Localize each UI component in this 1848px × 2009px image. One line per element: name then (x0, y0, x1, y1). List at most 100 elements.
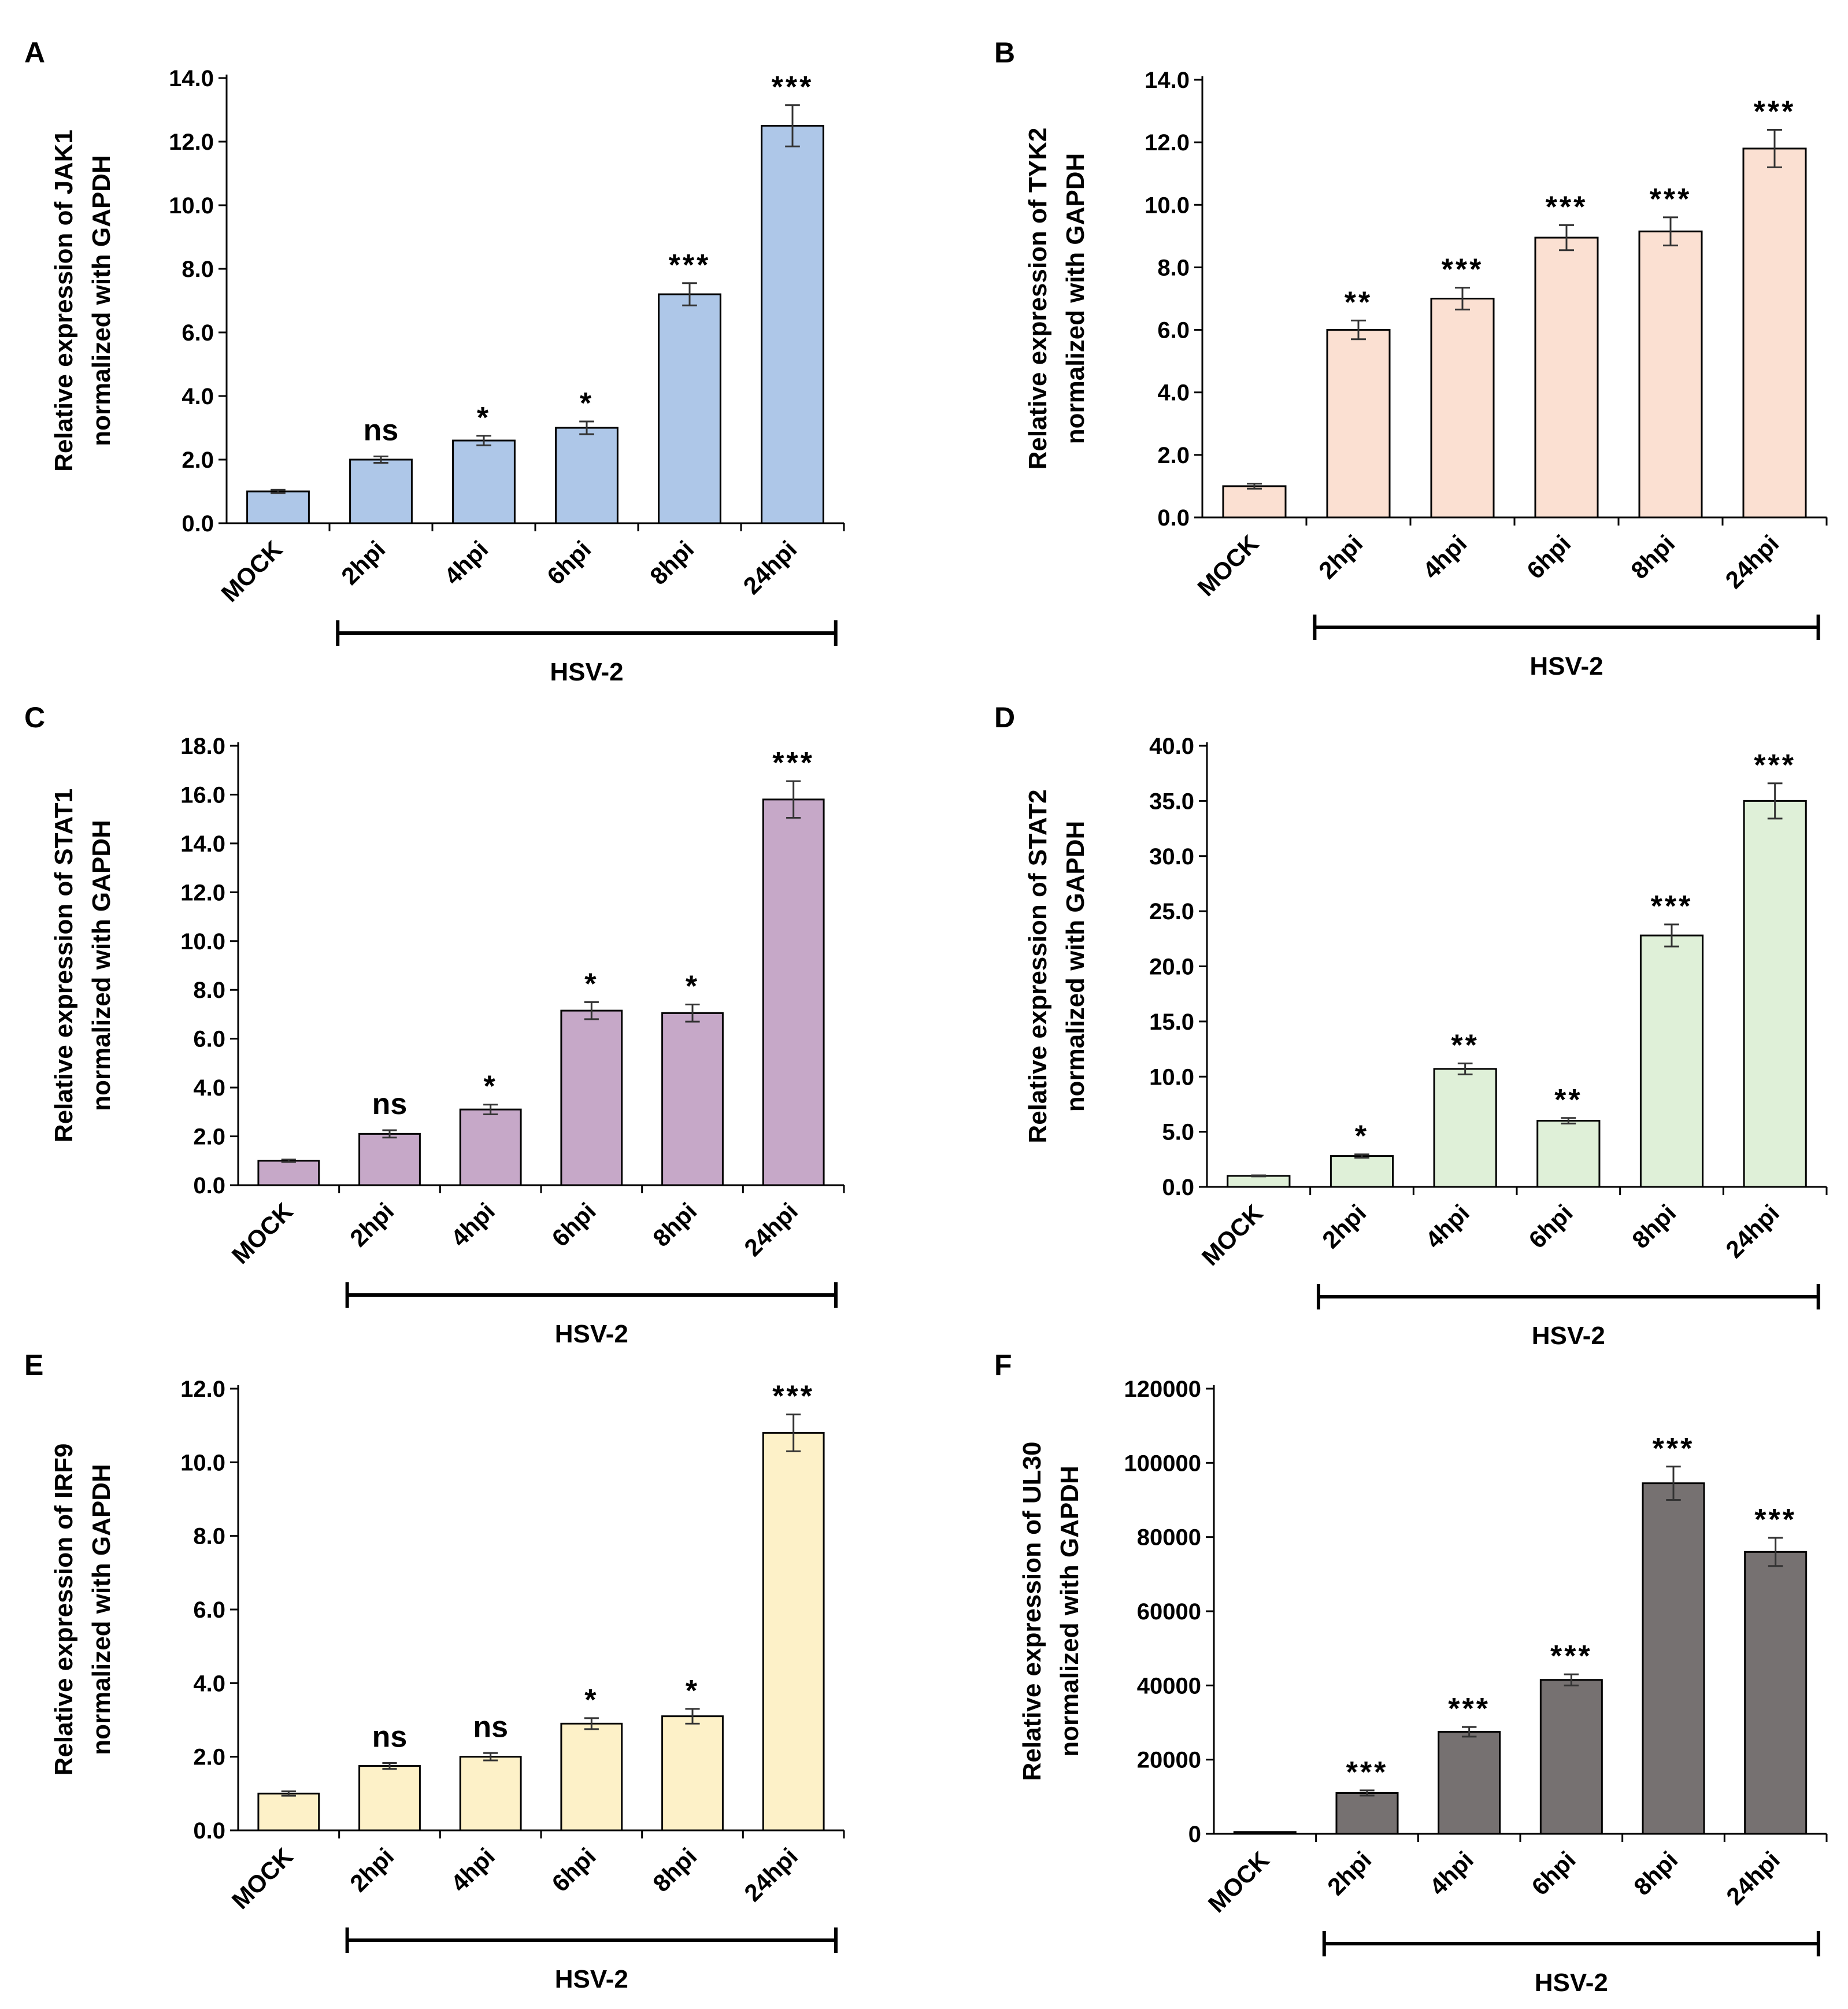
y-tick-label: 20.0 (1149, 954, 1194, 980)
group-label: HSV-2 (555, 1320, 628, 1348)
y-tick-label: 8.0 (1157, 255, 1190, 280)
y-tick-label: 2.0 (1157, 443, 1190, 468)
y-tick-label: 10.0 (180, 1450, 225, 1475)
y-tick-label: 8.0 (182, 257, 214, 282)
significance-label: ns (372, 1720, 408, 1753)
group-label: HSV-2 (1535, 1969, 1608, 1997)
y-tick-label: 18.0 (180, 734, 225, 759)
y-tick-label: 4.0 (1157, 380, 1190, 406)
y-tick-label: 35.0 (1149, 789, 1194, 814)
y-tick-label: 40000 (1137, 1673, 1201, 1699)
y-tick-label: 60000 (1137, 1599, 1201, 1625)
significance-label: *** (1448, 1692, 1490, 1726)
significance-label: *** (1754, 749, 1796, 782)
bar (257, 1160, 320, 1186)
y-tick-label: 6.0 (1157, 318, 1190, 343)
y-tick-label: 2.0 (193, 1124, 225, 1150)
y-tick-label: 0.0 (193, 1818, 225, 1844)
y-tick-label: 5.0 (1162, 1120, 1194, 1145)
bar (661, 1012, 724, 1186)
bar (1335, 1792, 1399, 1835)
panel-letter: B (994, 36, 1015, 69)
y-axis-label-line1: Relative expression of IRF9 (50, 1444, 78, 1776)
y-tick-label: 14.0 (169, 66, 214, 91)
bar (1329, 1155, 1394, 1188)
significance-label: * (686, 1674, 699, 1708)
y-tick-label: 14.0 (180, 831, 225, 857)
y-axis-label-line2: normalized with GAPDH (87, 820, 116, 1111)
y-tick-label: 10.0 (1149, 1064, 1194, 1090)
bar (257, 1792, 320, 1832)
y-axis-label-line1: Relative expression of JAK1 (50, 130, 78, 472)
significance-label: ** (1345, 286, 1372, 319)
y-axis-label-line2: normalized with GAPDH (87, 1464, 116, 1755)
panel-letter: D (994, 701, 1015, 734)
bar (1743, 800, 1807, 1188)
y-tick-label: 2.0 (193, 1745, 225, 1770)
bar (1744, 1551, 1808, 1835)
panel-letter: E (24, 1349, 43, 1381)
bar (762, 1431, 825, 1832)
y-tick-label: 12.0 (169, 130, 214, 155)
significance-label: * (580, 387, 594, 420)
significance-label: * (1355, 1120, 1369, 1153)
significance-label: * (484, 1070, 498, 1104)
bar (560, 1009, 623, 1186)
bar (1438, 1731, 1501, 1835)
y-tick-label: 12.0 (180, 1377, 225, 1402)
y-tick-label: 20000 (1137, 1748, 1201, 1773)
significance-label: ** (1554, 1083, 1582, 1117)
significance-label: ns (473, 1710, 508, 1744)
significance-label: *** (772, 746, 814, 780)
y-tick-label: 12.0 (180, 880, 225, 905)
bar (1742, 147, 1807, 519)
y-tick-label: 8.0 (193, 978, 225, 1003)
significance-label: *** (1754, 1503, 1797, 1537)
bar (1642, 1482, 1705, 1835)
panel-letter: F (994, 1349, 1012, 1381)
bar (1539, 1679, 1603, 1835)
panel-a: A Relative expression of JAK1 normalized w… (24, 36, 845, 686)
bar (1639, 934, 1704, 1188)
y-axis-label-line2: normalized with GAPDH (1056, 1466, 1084, 1757)
y-tick-label: 16.0 (180, 782, 225, 808)
y-tick-label: 6.0 (182, 320, 214, 346)
y-tick-label: 6.0 (193, 1597, 225, 1623)
y-tick-label: 100000 (1124, 1451, 1201, 1476)
y-tick-label: 0.0 (182, 511, 214, 537)
y-tick-label: 8.0 (193, 1524, 225, 1549)
significance-label: *** (1650, 183, 1692, 216)
bar (1222, 485, 1287, 519)
y-tick-label: 12.0 (1145, 130, 1190, 156)
y-tick-label: 4.0 (193, 1671, 225, 1696)
y-tick-label: 6.0 (193, 1027, 225, 1052)
significance-label: * (686, 970, 699, 1004)
y-axis-label-line1: Relative expression of STAT1 (50, 789, 78, 1142)
significance-label: ns (372, 1087, 408, 1121)
bar (349, 458, 413, 524)
bar (1536, 1120, 1601, 1188)
significance-label: *** (1346, 1756, 1388, 1789)
bar (761, 125, 824, 524)
y-tick-label: 25.0 (1149, 899, 1194, 924)
y-tick-label: 4.0 (182, 384, 214, 409)
group-label: HSV-2 (1529, 652, 1603, 680)
bar (1326, 329, 1391, 519)
y-tick-label: 2.0 (182, 447, 214, 473)
y-axis-label-line2: normalized with GAPDH (1061, 153, 1090, 445)
significance-label: *** (772, 71, 814, 104)
y-tick-label: 120000 (1124, 1377, 1201, 1402)
significance-label: *** (1442, 253, 1484, 287)
y-tick-label: 15.0 (1149, 1009, 1194, 1035)
significance-label: * (477, 401, 491, 435)
significance-label: *** (1550, 1640, 1593, 1673)
significance-label: *** (1653, 1432, 1695, 1466)
y-axis-label-line1: Relative expression of TYK2 (1024, 128, 1052, 470)
y-tick-label: 10.0 (180, 929, 225, 954)
significance-label: *** (772, 1380, 814, 1414)
group-label: HSV-2 (1532, 1322, 1605, 1350)
significance-label: *** (669, 249, 711, 282)
significance-label: *** (1546, 190, 1588, 224)
y-tick-label: 40.0 (1149, 734, 1194, 759)
significance-label: *** (1754, 95, 1796, 129)
